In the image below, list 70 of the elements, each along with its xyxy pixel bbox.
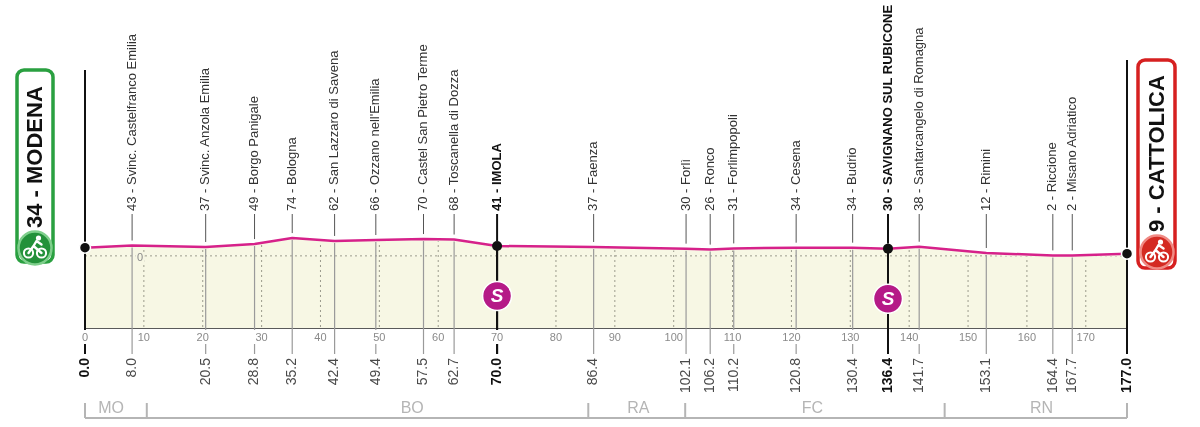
x2-tick-label: 28.8: [245, 357, 262, 386]
x2-tick-label: 57.5: [414, 357, 431, 386]
x2-tick-label: 49.4: [366, 357, 383, 386]
data-label: 68 - Toscanella di Dozza: [445, 68, 461, 211]
x-tick-label: 150: [958, 330, 978, 343]
data-label: 34 - Cesena: [787, 139, 803, 211]
x-tick-label: 70: [490, 330, 504, 343]
x2-tick-label: 70.0: [487, 357, 504, 386]
x2-tick-label: 8.0: [122, 357, 139, 378]
text: RA: [627, 399, 650, 417]
x2-tick-label: 35.2: [283, 357, 300, 386]
data-label: 62 - San Lazzaro di Savena: [326, 49, 342, 211]
x-tick-label: 170: [1076, 330, 1095, 343]
annotation: S: [490, 285, 504, 307]
x-tick-label: 60: [432, 330, 445, 343]
x-tick-label: 140: [900, 330, 919, 343]
x-tick-label: 130: [841, 330, 860, 343]
x-tick-label: 110: [723, 330, 742, 343]
x2-tick-label: 0.0: [75, 357, 92, 378]
x2-tick-label: 62.7: [444, 357, 461, 386]
text: FC: [801, 399, 823, 417]
data-label: 34 - MODENA: [22, 86, 48, 228]
x2-tick-label: 141.7: [910, 357, 927, 394]
text: RN: [1030, 399, 1054, 417]
data-label: 30 - Forlì: [677, 158, 693, 211]
x-tick-label: 10: [137, 330, 150, 343]
x2-tick-label: 130.4: [843, 357, 860, 394]
x2-tick-label: 86.4: [584, 357, 601, 386]
x2-tick-label: 106.2: [701, 357, 718, 394]
data-label: 49 - Borgo Panigale: [246, 96, 262, 211]
annotation: S: [881, 287, 895, 309]
x-tick-label: 90: [608, 330, 621, 343]
x-tick-label: 80: [549, 330, 563, 343]
x2-tick-label: 167.7: [1063, 357, 1080, 394]
data-label: 41 - IMOLA: [488, 142, 504, 211]
data-label: 31 - Forlimpopoli: [725, 114, 741, 211]
data-label: 74 - Bologna: [283, 136, 299, 211]
data-label: 43 - Svinc. Castelfranco Emilia: [123, 33, 139, 211]
data-label: 37 - Svinc. Anzola Emilia: [197, 67, 213, 211]
data-label: 34 - Budrio: [844, 147, 860, 211]
data-label: 9 - CATTOLICA: [1143, 75, 1169, 232]
text: MO: [98, 399, 124, 417]
x2-tick-label: 120.8: [787, 357, 804, 394]
x-tick-label: 160: [1017, 330, 1037, 343]
x-tick-label: 120: [782, 330, 801, 343]
ref-line-label: 0: [136, 250, 144, 263]
data-label: 26 - Ronco: [701, 147, 717, 211]
data-label: 66 - Ozzano nell'Emilia: [367, 77, 383, 211]
data-label: 38 - Santarcangelo di Romagna: [910, 26, 926, 211]
data-label: 37 - Faenza: [585, 140, 601, 211]
x2-tick-label: 153.1: [977, 357, 994, 394]
x2-tick-label: 102.1: [676, 357, 693, 394]
x2-tick-label: 110.2: [724, 357, 741, 392]
text: BO: [400, 399, 424, 417]
data-label: 12 - Rimini: [977, 148, 993, 211]
x-tick-label: 0: [81, 330, 89, 343]
x-tick-label: 30: [255, 330, 268, 343]
data-label: 70 - Castel San Pietro Terme: [415, 44, 431, 211]
x2-tick-label: 20.5: [196, 357, 213, 386]
data-label: 30 - SAVIGNANO SUL RUBICONE: [879, 4, 895, 211]
x-tick-label: 20: [196, 330, 209, 343]
data-label: 2 - Misano Adriatico: [1063, 96, 1079, 211]
x-tick-label: 100: [664, 330, 683, 343]
data-label: 2 - Riccione: [1044, 142, 1060, 211]
x-tick-label: 50: [373, 330, 386, 343]
x2-tick-label: 177.0: [1117, 357, 1134, 394]
x2-tick-label: 136.4: [878, 357, 895, 394]
x2-tick-label: 42.4: [325, 357, 342, 386]
x2-tick-label: 164.4: [1043, 357, 1060, 394]
x-tick-label: 40: [314, 330, 327, 343]
